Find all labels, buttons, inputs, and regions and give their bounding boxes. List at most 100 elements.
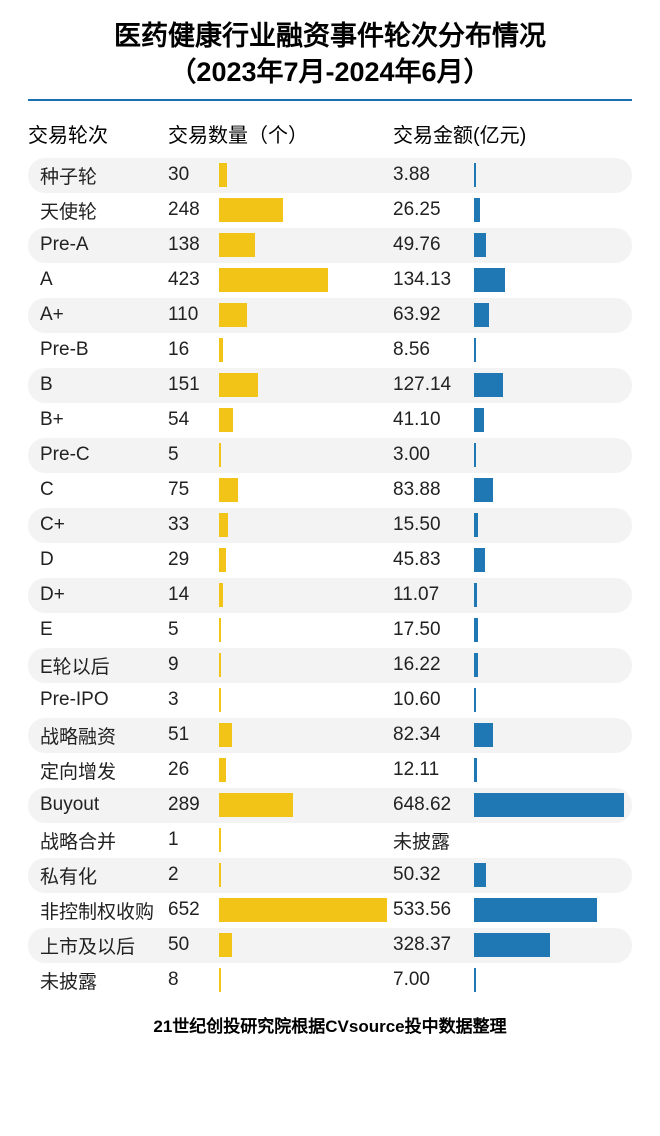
amount-cell: 82.34 [393,724,632,746]
amount-value: 12.11 [393,759,473,781]
round-label: 定向增发 [28,757,168,784]
count-value: 5 [168,444,218,466]
amount-value: 83.88 [393,479,473,501]
amount-cell: 63.92 [393,304,632,326]
count-cell: 1 [168,829,393,851]
title-rule [28,99,632,101]
count-value: 8 [168,969,218,991]
amount-cell: 3.88 [393,164,632,186]
table-row: C+33 15.50 [28,508,632,543]
amount-cell: 12.11 [393,759,632,781]
round-label: 非控制权收购 [28,897,168,924]
count-value: 14 [168,584,218,606]
table-row: 上市及以后50 328.37 [28,928,632,963]
table-row: 种子轮303.88 [28,158,632,193]
amount-cell: 49.76 [393,234,632,256]
count-cell: 289 [168,794,393,816]
round-label: 战略融资 [28,722,168,749]
round-label: Pre-B [28,339,168,361]
amount-bar [474,478,493,502]
count-value: 9 [168,654,218,676]
amount-value: 8.56 [393,339,473,361]
title-line2: （2023年7月-2024年6月） [169,57,490,87]
count-value: 110 [168,304,218,326]
count-value: 138 [168,234,218,256]
amount-bar [474,163,476,187]
round-label: E [28,619,168,641]
count-cell: 16 [168,339,393,361]
count-bar [219,863,221,887]
amount-cell: 83.88 [393,479,632,501]
count-value: 33 [168,514,218,536]
count-cell: 151 [168,374,393,396]
count-bar [219,268,328,292]
table-row: Pre-B16 8.56 [28,333,632,368]
table-row: A423134.13 [28,263,632,298]
round-label: C [28,479,168,501]
amount-value: 533.56 [393,899,473,921]
count-bar [219,898,387,922]
round-label: 私有化 [28,862,168,889]
count-cell: 423 [168,269,393,291]
count-bar [219,338,223,362]
count-value: 3 [168,689,218,711]
amount-cell: 45.83 [393,549,632,571]
amount-value: 49.76 [393,234,473,256]
amount-bar [474,723,493,747]
count-bar [219,653,221,677]
round-label: C+ [28,514,168,536]
count-cell: 26 [168,759,393,781]
amount-bar [474,548,485,572]
amount-value: 3.00 [393,444,473,466]
amount-value: 41.10 [393,409,473,431]
count-value: 423 [168,269,218,291]
chart-page: 医药健康行业融资事件轮次分布情况 （2023年7月-2024年6月） 交易轮次 … [0,0,660,1047]
chart-title: 医药健康行业融资事件轮次分布情况 （2023年7月-2024年6月） [28,18,632,91]
round-label: Pre-C [28,444,168,466]
amount-value: 127.14 [393,374,473,396]
table-body: 种子轮303.88天使轮24826.25Pre-A13849.76A423134… [28,158,632,998]
amount-cell: 533.56 [393,899,632,921]
amount-bar [474,303,489,327]
round-label: Buyout [28,794,168,816]
count-cell: 248 [168,199,393,221]
table-row: 非控制权收购652533.56 [28,893,632,928]
amount-value: 648.62 [393,794,473,816]
count-value: 50 [168,934,218,956]
count-cell: 2 [168,864,393,886]
count-bar [219,163,227,187]
count-bar [219,513,228,537]
amount-bar [474,653,478,677]
count-value: 16 [168,339,218,361]
table-row: 天使轮24826.25 [28,193,632,228]
amount-value: 11.07 [393,584,473,606]
count-value: 26 [168,759,218,781]
amount-cell: 3.00 [393,444,632,466]
title-line1: 医药健康行业融资事件轮次分布情况 [114,21,546,51]
amount-bar [474,443,476,467]
round-label: A+ [28,304,168,326]
amount-bar [474,198,480,222]
count-cell: 50 [168,934,393,956]
amount-value: 328.37 [393,934,473,956]
amount-bar [474,268,505,292]
table-row: 私有化250.32 [28,858,632,893]
amount-value: 63.92 [393,304,473,326]
round-label: 种子轮 [28,162,168,189]
round-label: 上市及以后 [28,932,168,959]
amount-cell: 15.50 [393,514,632,536]
round-label: Pre-IPO [28,689,168,711]
round-label: Pre-A [28,234,168,256]
amount-bar [474,863,486,887]
amount-cell: 17.50 [393,619,632,641]
header-count: 交易数量（个） [168,119,393,148]
table-row: D2945.83 [28,543,632,578]
count-bar [219,198,283,222]
round-label: D+ [28,584,168,606]
table-row: B151127.14 [28,368,632,403]
count-cell: 54 [168,409,393,431]
amount-cell: 16.22 [393,654,632,676]
count-value: 151 [168,374,218,396]
amount-bar [474,373,503,397]
amount-bar [474,338,476,362]
